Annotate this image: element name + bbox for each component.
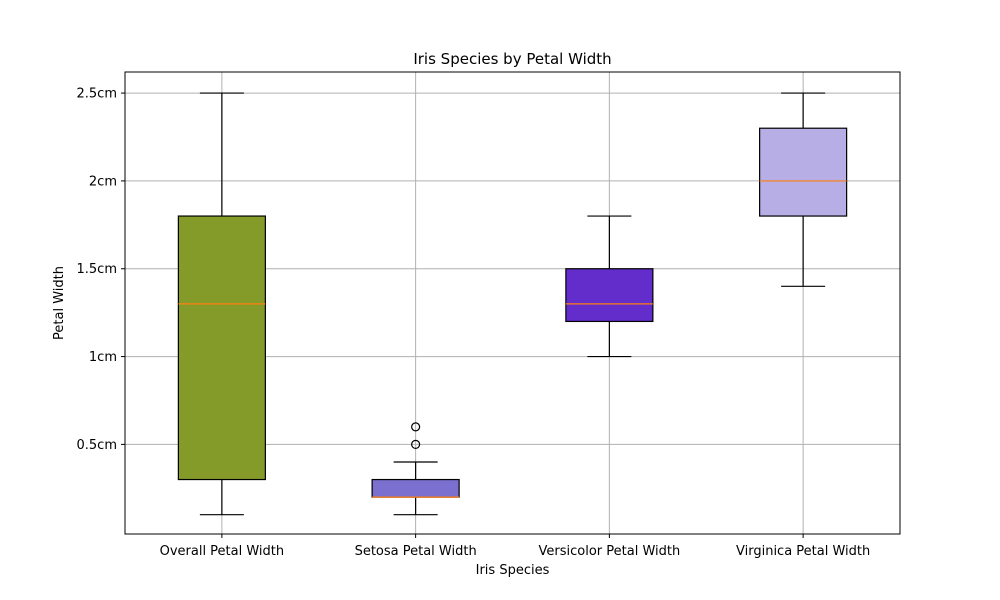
chart-title: Iris Species by Petal Width [413,50,611,68]
outlier-point [411,422,421,432]
x-tick-label: Versicolor Petal Width [539,544,681,559]
x-tick-label: Virginica Petal Width [736,544,870,559]
y-tick-label: 1.5cm [77,262,118,277]
box-4 [759,127,848,217]
y-axis-title: Petal Width [52,266,67,340]
x-axis-title: Iris Species [476,563,550,578]
box-1 [177,215,266,481]
box-2 [371,478,460,498]
x-tick-label: Setosa Petal Width [355,544,477,559]
outlier-point [411,439,421,450]
y-tick-label: 1cm [89,350,117,365]
y-tick-label: 2cm [89,174,117,189]
box-3 [565,268,654,323]
plot-area: 0.5cm 1cm 1.5cm 2cm 2.5cm Overall Petal Width… [77,71,901,559]
y-tick-label: 2.5cm [77,87,118,102]
x-tick-label: Overall Petal Width [160,544,285,559]
plot-frame [124,71,901,535]
y-tick-label: 0.5cm [77,438,118,453]
